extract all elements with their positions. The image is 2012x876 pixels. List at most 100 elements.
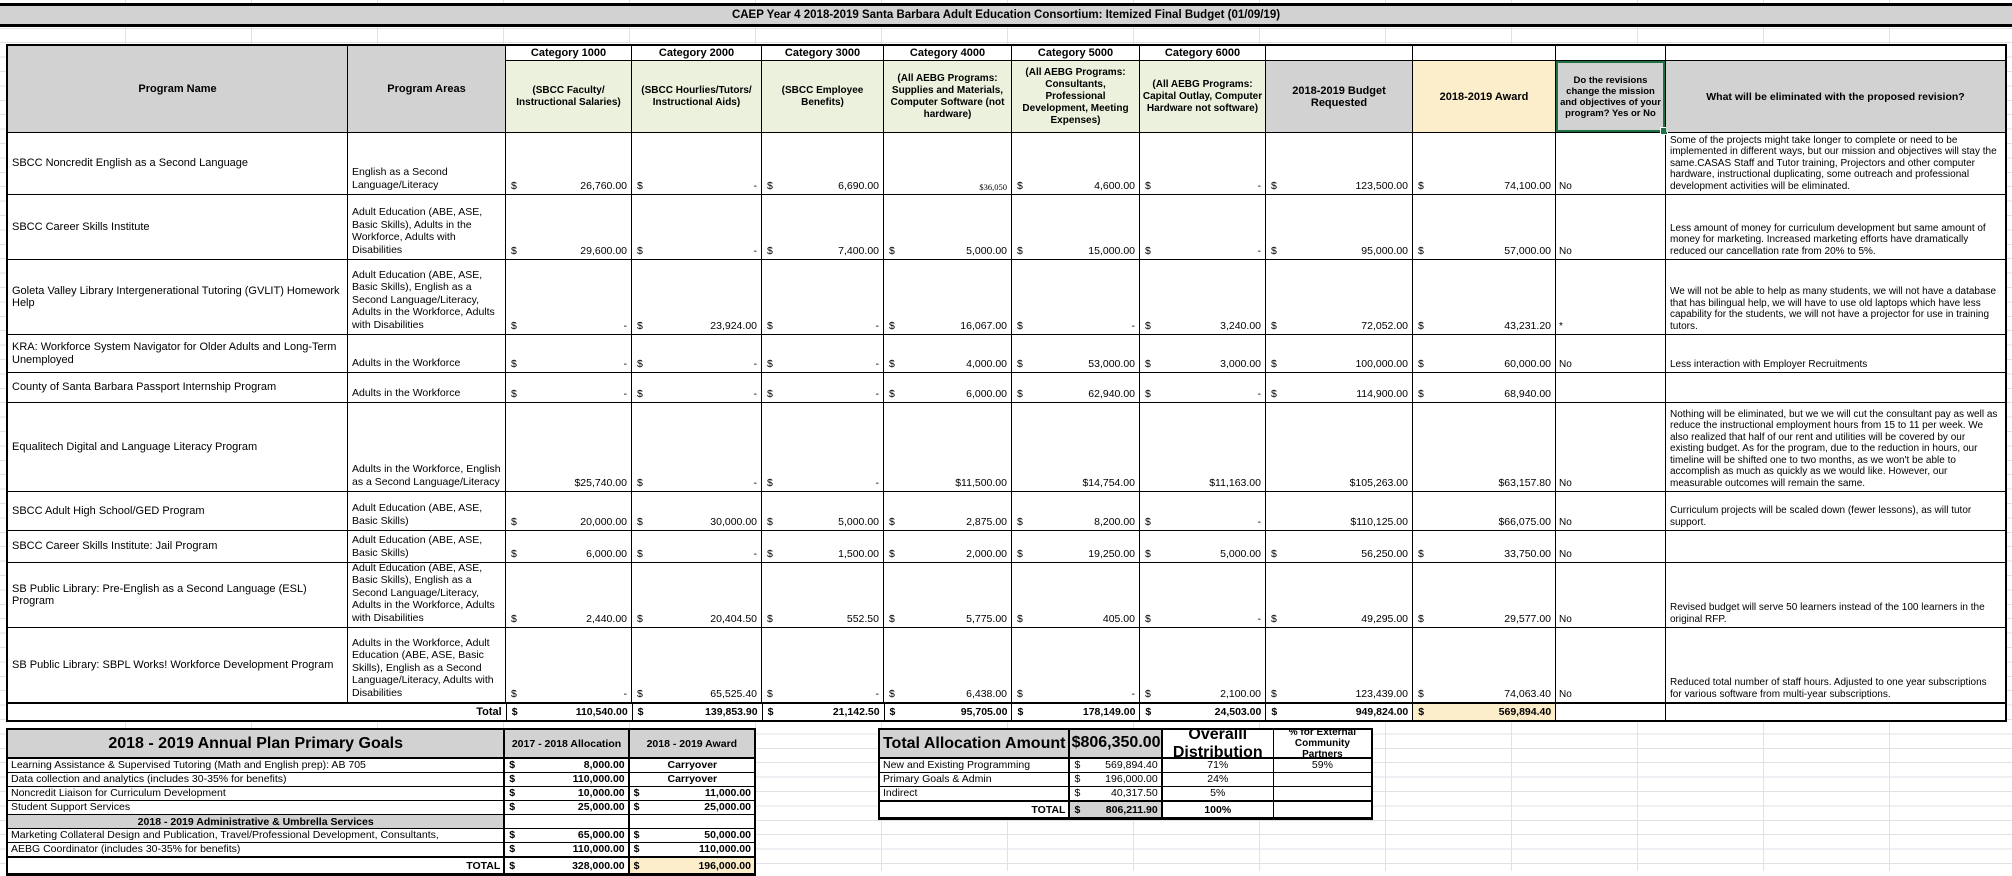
- cell-money[interactable]: $100,000.00: [1266, 335, 1413, 373]
- allocation-external-cell[interactable]: [1273, 787, 1371, 801]
- cell-money[interactable]: $74,063.40: [1413, 628, 1556, 703]
- cell-eliminated-note[interactable]: Reduced total number of staff hours. Adj…: [1666, 628, 2005, 703]
- cell-money[interactable]: $15,000.00: [1012, 195, 1140, 260]
- cell-money[interactable]: $63,157.80: [1413, 403, 1556, 492]
- cell-money[interactable]: $5,000.00: [762, 492, 884, 531]
- cell-money[interactable]: $ -: [632, 531, 762, 563]
- cell-money[interactable]: $ -: [762, 628, 884, 703]
- allocation-external-header[interactable]: % for External Community Partners: [1288, 730, 1357, 757]
- cell-program-name[interactable]: SB Public Library: SBPL Works! Workforce…: [8, 628, 348, 703]
- cell-money[interactable]: $ -: [632, 403, 762, 492]
- cell-eliminated-note[interactable]: Some of the projects might take longer t…: [1666, 133, 2005, 195]
- cell-money[interactable]: $ -: [1140, 563, 1266, 628]
- cell-money[interactable]: $20,000.00: [506, 492, 632, 531]
- allocation-label-cell[interactable]: TOTAL: [880, 802, 1071, 818]
- annual-plan-award-cell[interactable]: Carryover: [629, 759, 754, 773]
- allocation-label-header[interactable]: Total Allocation Amount: [880, 730, 1071, 757]
- cell-money[interactable]: $14,754.00: [1012, 403, 1140, 492]
- annual-plan-alloc-cell[interactable]: $110,000.00: [505, 773, 630, 787]
- cell-money[interactable]: $ -: [632, 373, 762, 403]
- annual-plan-label-cell[interactable]: Learning Assistance & Supervised Tutorin…: [8, 759, 506, 773]
- title-cell[interactable]: CAEP Year 4 2018-2019 Santa Barbara Adul…: [0, 3, 2012, 27]
- cell-revisions[interactable]: No: [1556, 563, 1666, 628]
- total-money-cell[interactable]: $24,503.00: [1140, 704, 1267, 720]
- cell-program-name[interactable]: SBCC Career Skills Institute: [8, 195, 348, 260]
- cell-money[interactable]: $68,940.00: [1413, 373, 1556, 403]
- category-header-cell[interactable]: Category 6000 (All AEBG Programs: Capital…: [1140, 46, 1266, 132]
- annual-plan-award-cell[interactable]: $50,000.00: [629, 829, 754, 843]
- cell-program-areas[interactable]: Adults in the Workforce: [348, 373, 506, 403]
- cell-revisions[interactable]: No: [1556, 195, 1666, 260]
- cell-money[interactable]: $3,240.00: [1140, 260, 1266, 335]
- cell-revisions[interactable]: No: [1556, 628, 1666, 703]
- cell-money[interactable]: $ -: [506, 260, 632, 335]
- allocation-label-cell[interactable]: Primary Goals & Admin: [880, 773, 1071, 787]
- budget-requested-header-cell[interactable]: 2018-2019 Budget Requested: [1266, 46, 1413, 132]
- cell-eliminated-note[interactable]: We will not be able to help as many stud…: [1666, 260, 2005, 335]
- annual-plan-award-cell[interactable]: $196,000.00: [629, 858, 754, 874]
- empty-cell[interactable]: [1266, 46, 1412, 61]
- cell-money[interactable]: $19,250.00: [1012, 531, 1140, 563]
- cell-money[interactable]: $2,100.00: [1140, 628, 1266, 703]
- category-label[interactable]: Category 6000: [1140, 46, 1265, 61]
- total-label-cell[interactable]: Total: [8, 704, 507, 720]
- cell-money[interactable]: $29,600.00: [506, 195, 632, 260]
- annual-plan-award-cell[interactable]: $25,000.00: [629, 801, 754, 815]
- cell-money[interactable]: $ -: [1140, 373, 1266, 403]
- cell-money[interactable]: $ -: [762, 335, 884, 373]
- selected-cell[interactable]: Do the revisions change the mission and …: [1556, 61, 1668, 135]
- annual-plan-award-header[interactable]: 2018 - 2019 Award: [629, 730, 754, 757]
- annual-plan-alloc-cell[interactable]: $8,000.00: [505, 759, 630, 773]
- cell-money[interactable]: $ -: [632, 335, 762, 373]
- allocation-distribution-cell[interactable]: 5%: [1162, 787, 1274, 801]
- annual-plan-section-header[interactable]: 2018 - 2019 Administrative & Umbrella Se…: [8, 815, 506, 829]
- empty-cell[interactable]: [1556, 46, 1665, 61]
- cell-revisions[interactable]: No: [1556, 403, 1666, 492]
- cell-revisions[interactable]: [1556, 373, 1666, 403]
- cell-money[interactable]: $2,000.00: [884, 531, 1012, 563]
- category-header-cell[interactable]: Category 1000 (SBCC Faculty/ Instructiona…: [506, 46, 632, 132]
- cell-revisions[interactable]: No: [1556, 531, 1666, 563]
- total-note-cell[interactable]: [1666, 704, 2005, 720]
- total-money-cell[interactable]: $949,824.00: [1266, 704, 1414, 720]
- cell-money[interactable]: $5,775.00: [884, 563, 1012, 628]
- category-header-cell[interactable]: Category 5000 (All AEBG Programs: Consult…: [1012, 46, 1140, 132]
- allocation-amount-header[interactable]: $806,350.00: [1070, 730, 1163, 757]
- total-money-cell[interactable]: $569,894.40: [1413, 704, 1557, 720]
- cell-revisions[interactable]: No: [1556, 335, 1666, 373]
- annual-plan-alloc-cell[interactable]: $25,000.00: [505, 801, 630, 815]
- allocation-amount-cell[interactable]: $196,000.00: [1070, 773, 1163, 787]
- cell-program-areas[interactable]: Adult Education (ABE, ASE, Basic Skills)…: [348, 563, 506, 628]
- category-description[interactable]: (All AEBG Programs: Supplies and Materia…: [884, 61, 1011, 132]
- allocation-amount-cell[interactable]: $569,894.40: [1070, 759, 1163, 773]
- cell-program-areas[interactable]: Adults in the Workforce: [348, 335, 506, 373]
- allocation-label-cell[interactable]: New and Existing Programming: [880, 759, 1071, 773]
- annual-plan-alloc-cell[interactable]: $65,000.00: [505, 829, 630, 843]
- cell-money[interactable]: $405.00: [1012, 563, 1140, 628]
- category-header-cell[interactable]: Category 3000 (SBCC Employee Benefits): [762, 46, 884, 132]
- cell-program-name[interactable]: SBCC Career Skills Institute: Jail Progr…: [8, 531, 348, 563]
- cell-money[interactable]: $66,075.00: [1413, 492, 1556, 531]
- revisions-header-cell[interactable]: Do the revisions change the mission and …: [1556, 46, 1668, 135]
- cell-money[interactable]: $ -: [762, 373, 884, 403]
- cell-money[interactable]: $53,000.00: [1012, 335, 1140, 373]
- allocation-distribution-cell[interactable]: 100%: [1162, 802, 1274, 818]
- category-label[interactable]: Category 5000: [1012, 46, 1139, 61]
- allocation-external-cell[interactable]: [1273, 773, 1371, 787]
- cell-money[interactable]: $4,000.00: [884, 335, 1012, 373]
- empty-cell[interactable]: [1666, 46, 2005, 61]
- cell-money[interactable]: $62,940.00: [1012, 373, 1140, 403]
- total-money-cell[interactable]: $95,705.00: [885, 704, 1013, 720]
- cell-money[interactable]: $ -: [1140, 133, 1266, 195]
- cell-money[interactable]: $8,200.00: [1012, 492, 1140, 531]
- empty-cell[interactable]: [629, 815, 754, 829]
- cell-money[interactable]: $43,231.20: [1413, 260, 1556, 335]
- cell-money[interactable]: $56,250.00: [1266, 531, 1413, 563]
- cell-eliminated-note[interactable]: [1666, 373, 2005, 403]
- allocation-distribution-cell[interactable]: 24%: [1162, 773, 1274, 787]
- allocation-external-cell[interactable]: [1273, 802, 1371, 818]
- cell-money[interactable]: $ -: [506, 628, 632, 703]
- annual-plan-label-cell[interactable]: Student Support Services: [8, 801, 506, 815]
- category-header-cell[interactable]: Category 4000 (All AEBG Programs: Supplie…: [884, 46, 1012, 132]
- cell-eliminated-note[interactable]: Less amount of money for curriculum deve…: [1666, 195, 2005, 260]
